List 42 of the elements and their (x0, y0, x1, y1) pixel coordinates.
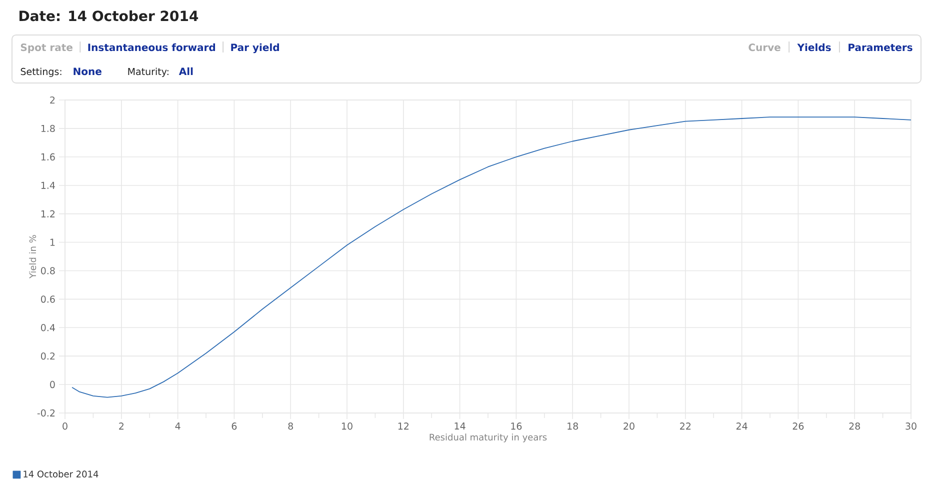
text: Parameters (848, 44, 912, 52)
y-tick-label: -0.2 (37, 409, 55, 417)
x-tick-label: 16 (511, 422, 522, 430)
y-tick-label: 2 (50, 96, 55, 104)
y-tick-label: 0.2 (41, 352, 55, 360)
y-axis-title: Yield in % (29, 235, 36, 278)
x-tick-label: 18 (568, 422, 578, 430)
x-tick-label: 24 (736, 422, 748, 430)
y-tick-label: 0.6 (41, 296, 55, 303)
y-tick-label: 1.8 (41, 124, 55, 132)
y-tick-label: 0.8 (41, 267, 55, 274)
text: Maturity: (128, 68, 168, 77)
x-tick-label: 30 (906, 422, 916, 430)
text: Par yield (231, 43, 279, 54)
legend-label: 14 October 2014 (24, 470, 98, 478)
x-tick-label: 22 (680, 422, 690, 430)
x-tick-label: 20 (624, 422, 634, 430)
text: Spot rate (20, 44, 72, 54)
y-tick-label: 0.4 (41, 324, 55, 332)
chart-title: Date: 14 October 2014 (20, 10, 198, 22)
x-tick-label: 2 (119, 422, 124, 430)
y-tick-label: 1 (50, 238, 55, 246)
x-tick-label: 8 (288, 422, 293, 430)
text: All (178, 67, 193, 75)
x-tick-label: 6 (232, 422, 237, 430)
y-tick-label: 1.6 (41, 153, 55, 160)
text: None (74, 68, 102, 76)
x-tick-label: 12 (398, 422, 408, 430)
x-tick-label: 28 (849, 422, 860, 430)
y-tick-label: 1.4 (41, 182, 55, 189)
text: Yields (797, 43, 831, 52)
text: Instantaneous forward (88, 43, 216, 52)
text: Settings: (20, 68, 62, 77)
x-tick-label: 4 (175, 422, 180, 430)
x-tick-label: 10 (342, 422, 352, 430)
x-tick-label: 26 (792, 422, 804, 430)
x-tick-label: 14 (454, 422, 466, 430)
text: Curve (748, 44, 780, 52)
x-tick-label: 0 (62, 422, 68, 430)
y-tick-label: 0 (50, 380, 55, 388)
x-axis-title: Residual maturity in years (430, 434, 547, 442)
y-tick-label: 1.2 (41, 210, 55, 218)
